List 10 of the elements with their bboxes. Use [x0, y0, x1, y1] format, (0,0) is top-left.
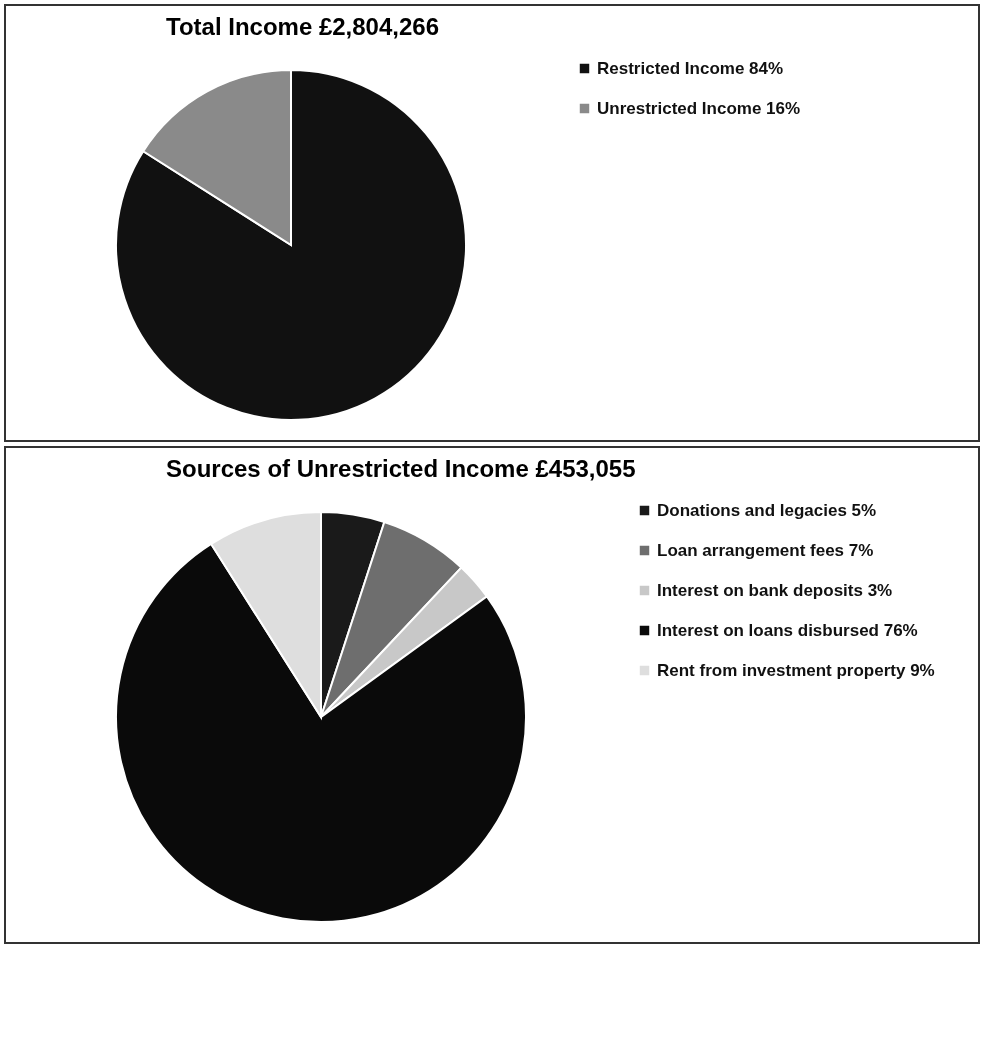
legend-label: Loan arrangement fees 7%	[657, 540, 874, 560]
legend-label: Interest on bank deposits 3%	[657, 580, 893, 600]
legend-label: Interest on loans disbursed 76%	[657, 620, 918, 640]
pie-slice	[115, 69, 467, 421]
chart-title: Total Income £2,804,266	[166, 13, 440, 40]
legend-label: Restricted Income 84%	[597, 58, 784, 78]
legend-label: Donations and legacies 5%	[657, 500, 877, 520]
chart-title: Sources of Unrestricted Income £453,055	[166, 455, 636, 482]
legend-label: Unrestricted Income 16%	[597, 98, 801, 118]
legend-label: Rent from investment property 9%	[657, 660, 935, 680]
